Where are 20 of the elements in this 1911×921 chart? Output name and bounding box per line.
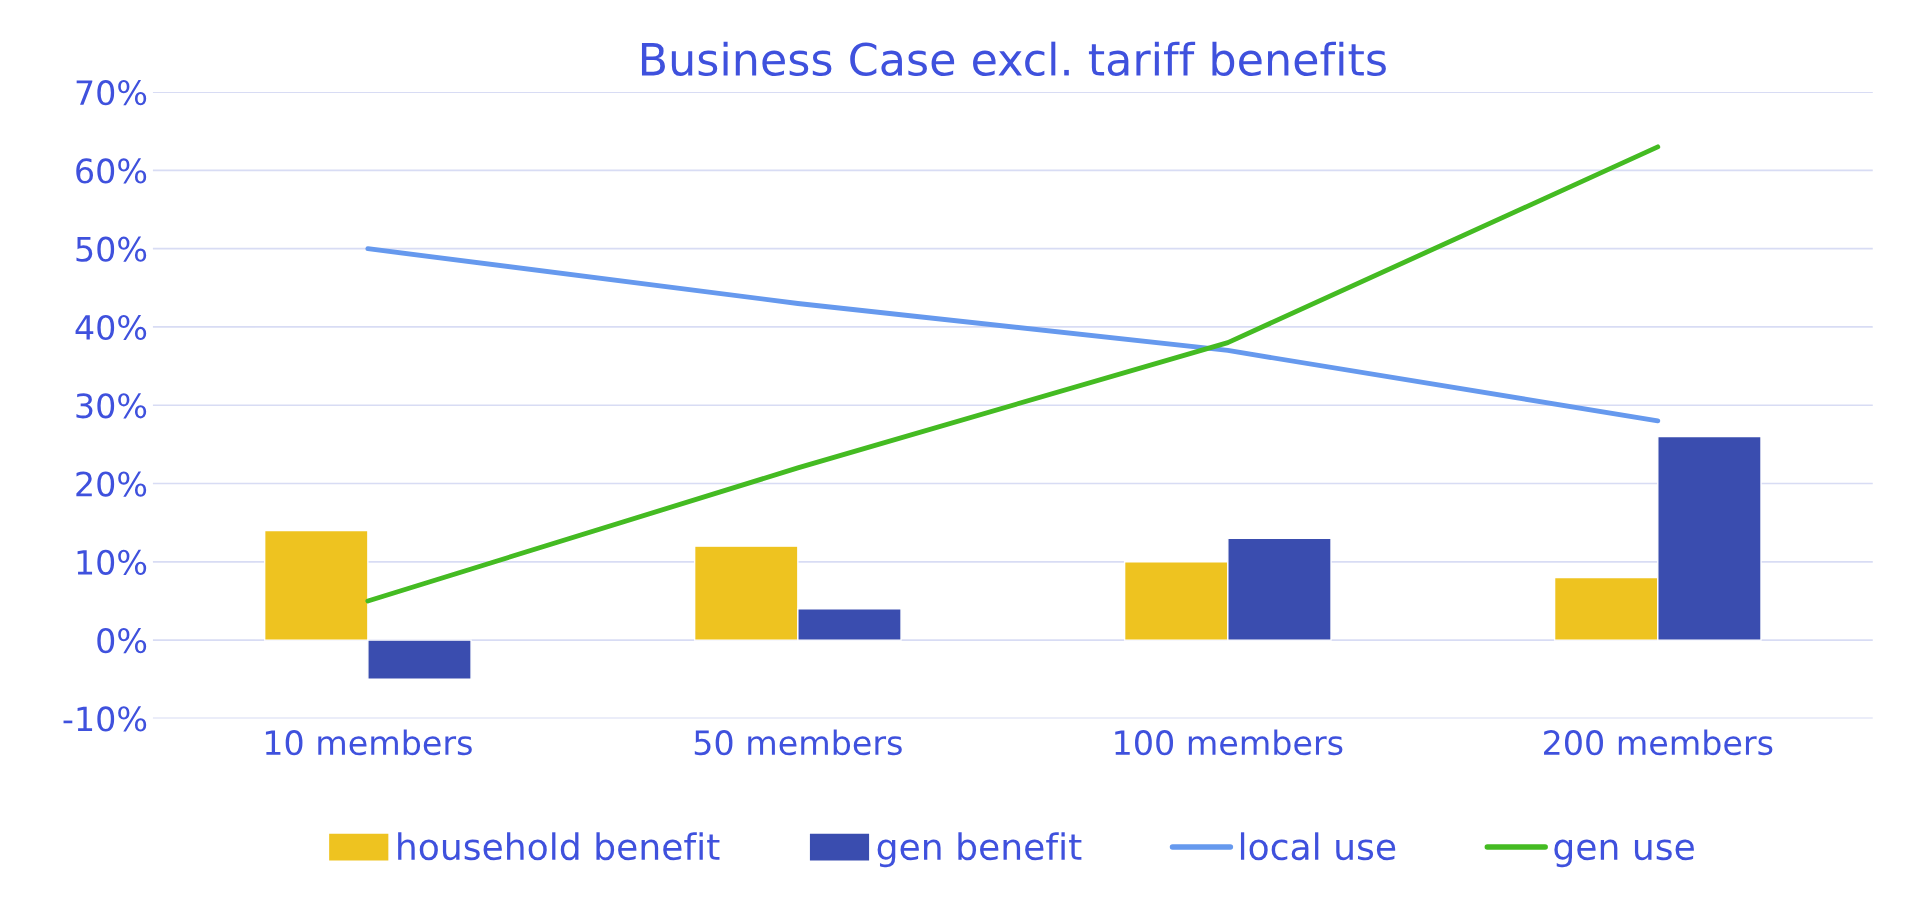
legend-label: gen use [1554,839,1694,868]
x-tick-label: 10 members [265,729,472,756]
legend-label: household benefit [398,832,720,861]
y-tick-label: -10% [63,706,147,732]
y-tick-label: 20% [76,471,147,497]
x-tick-label: 200 members [1544,729,1773,756]
line-series [365,246,1661,424]
y-tick-label: 50% [76,236,147,262]
legend-label: local use [1240,832,1396,861]
legend-label: gen benefit [877,832,1082,868]
x-tick-label: 100 members [1115,729,1343,756]
line-series [365,144,1661,604]
y-tick-label: 10% [77,549,147,575]
x-tick-label: 50 members [694,729,902,756]
y-tick-label: 0% [97,628,147,654]
y-tick-label: 30% [76,393,147,419]
y-tick-label: 60% [76,158,147,184]
chart-title: Business Case excl. tariff benefits [641,41,1386,77]
y-tick-label: 40% [75,314,147,341]
y-tick-label: 70% [76,80,147,106]
